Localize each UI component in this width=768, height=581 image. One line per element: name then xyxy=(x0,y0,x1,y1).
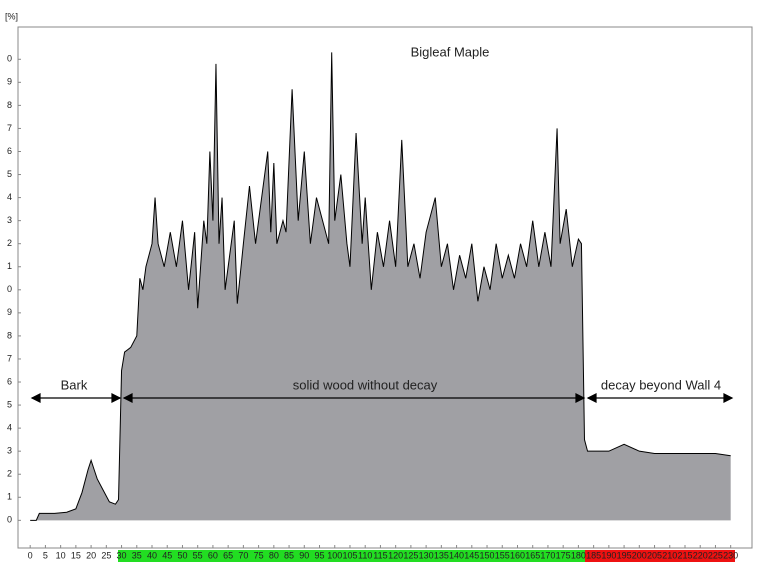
x-tick-label: 10 xyxy=(56,550,66,560)
annotation: decay beyond Wall 4 xyxy=(601,377,721,392)
x-tick-label: 65 xyxy=(223,550,233,560)
y-tick-label: 9 xyxy=(7,307,12,317)
y-tick-label: 8 xyxy=(7,100,12,110)
y-tick-label: 1 xyxy=(7,492,12,502)
x-tick-label: 90 xyxy=(299,550,309,560)
y-tick-label: 3 xyxy=(7,446,12,456)
y-tick-label: 0 xyxy=(7,284,12,294)
x-tick-label: 175 xyxy=(556,550,571,560)
x-tick-label: 80 xyxy=(269,550,279,560)
y-tick-label: 1 xyxy=(7,261,12,271)
x-tick-label: 185 xyxy=(586,550,601,560)
x-tick-label: 180 xyxy=(571,550,586,560)
x-tick-label: 120 xyxy=(388,550,403,560)
y-tick-label: 5 xyxy=(7,169,12,179)
y-tick-label: 9 xyxy=(7,77,12,87)
x-tick-label: 165 xyxy=(525,550,540,560)
y-tick-label: 0 xyxy=(7,54,12,64)
x-tick-label: 215 xyxy=(677,550,692,560)
y-tick-label: 2 xyxy=(7,469,12,479)
y-tick-label: 6 xyxy=(7,146,12,156)
annotation: solid wood without decay xyxy=(293,377,438,392)
y-tick-label: 2 xyxy=(7,238,12,248)
y-axis-label: [%] xyxy=(5,11,18,21)
x-tick-label: 200 xyxy=(632,550,647,560)
x-tick-label: 205 xyxy=(647,550,662,560)
y-tick-label: 8 xyxy=(7,330,12,340)
decay-bar xyxy=(585,550,735,562)
y-tick-label: 0 xyxy=(7,515,12,525)
x-tick-label: 30 xyxy=(117,550,127,560)
x-tick-label: 225 xyxy=(708,550,723,560)
x-tick-label: 150 xyxy=(480,550,495,560)
x-tick-label: 160 xyxy=(510,550,525,560)
x-tick-label: 220 xyxy=(693,550,708,560)
x-tick-label: 50 xyxy=(177,550,187,560)
y-tick-label: 3 xyxy=(7,215,12,225)
x-tick-label: 95 xyxy=(315,550,325,560)
y-tick-label: 5 xyxy=(7,399,12,409)
x-tick-label: 145 xyxy=(464,550,479,560)
line xyxy=(30,52,731,521)
x-tick-label: 195 xyxy=(617,550,632,560)
x-tick-label: 0 xyxy=(28,550,33,560)
x-tick-label: 75 xyxy=(254,550,264,560)
x-tick-label: 25 xyxy=(101,550,111,560)
x-tick-label: 230 xyxy=(723,550,738,560)
arrows xyxy=(30,393,734,403)
x-tick-label: 190 xyxy=(601,550,616,560)
x-tick-label: 35 xyxy=(132,550,142,560)
x-tick-label: 45 xyxy=(162,550,172,560)
x-tick-label: 125 xyxy=(403,550,418,560)
x-tick-label: 15 xyxy=(71,550,81,560)
x-tick-label: 60 xyxy=(208,550,218,560)
y-tick-label: 6 xyxy=(7,376,12,386)
x-tick-label: 70 xyxy=(238,550,248,560)
annotation: Bark xyxy=(61,377,88,392)
x-tick-label: 40 xyxy=(147,550,157,560)
x-tick-label: 135 xyxy=(434,550,449,560)
x-tick-label: 5 xyxy=(43,550,48,560)
x-tick-label: 115 xyxy=(373,550,387,560)
y-tick-label: 7 xyxy=(7,123,12,133)
x-tick-label: 85 xyxy=(284,550,294,560)
x-tick-label: 155 xyxy=(495,550,510,560)
chart-title: Bigleaf Maple xyxy=(411,44,490,59)
x-tick-label: 100 xyxy=(327,550,342,560)
x-tick-label: 170 xyxy=(540,550,555,560)
sound-bar xyxy=(118,550,585,562)
x-tick-label: 130 xyxy=(419,550,434,560)
x-tick-label: 20 xyxy=(86,550,96,560)
y-tick-label: 4 xyxy=(7,422,12,432)
x-tick-label: 105 xyxy=(342,550,357,560)
x-tick-label: 55 xyxy=(193,550,203,560)
x-tick-label: 110 xyxy=(358,550,372,560)
y-tick-label: 4 xyxy=(7,192,12,202)
x-tick-label: 210 xyxy=(662,550,677,560)
x-tick-label: 140 xyxy=(449,550,464,560)
y-tick-label: 7 xyxy=(7,353,12,363)
